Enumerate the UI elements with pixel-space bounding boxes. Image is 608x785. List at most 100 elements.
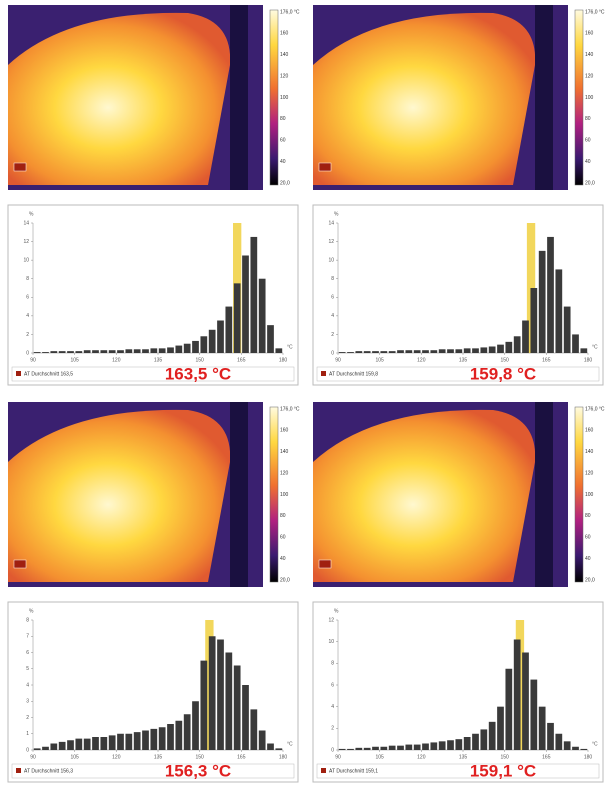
x-tick-label: 105 (70, 357, 79, 363)
histogram-bar (267, 325, 274, 353)
histogram-bar (572, 746, 579, 750)
histogram-bar (208, 329, 216, 353)
histogram-bar (405, 350, 413, 353)
y-tick-label: 3 (26, 699, 29, 705)
x-tick-label: 120 (417, 754, 426, 760)
histogram-bar (480, 729, 488, 750)
x-tick-label: 120 (112, 357, 121, 363)
histogram-bar (200, 336, 208, 353)
histogram-bar (397, 350, 404, 353)
colorbar-label: 176,0 °C (280, 406, 300, 412)
histogram-bar (505, 341, 513, 353)
histogram-bar (580, 348, 588, 353)
histogram-bar (67, 351, 74, 353)
y-tick-label: 10 (328, 257, 334, 263)
colorbar-label: 80 (280, 513, 286, 519)
histogram-bar (192, 340, 199, 353)
histogram-bar (522, 320, 529, 353)
histogram-bar (175, 720, 183, 750)
histogram-bar (100, 737, 108, 750)
y-tick-label: 12 (328, 617, 334, 623)
histogram-bar (547, 236, 554, 353)
histogram-bar (225, 306, 233, 353)
thermal-hot-area (8, 409, 231, 582)
x-tick-label: 150 (195, 754, 204, 760)
histogram-bar (92, 737, 99, 750)
x-tick-label: 150 (195, 357, 204, 363)
histogram-bar (497, 706, 504, 750)
y-tick-label: 5 (26, 666, 29, 672)
histogram-bar (530, 288, 538, 353)
histogram-bar (513, 639, 521, 750)
histogram-panel: % °C 0 1 2 3 4 5 6 7 8 90 105 120 135 150 165 180 AT Durch… (7, 601, 299, 783)
colorbar-label: 20,0 (585, 577, 595, 583)
histogram-bar (50, 351, 58, 353)
x-tick-label: 120 (417, 357, 426, 363)
histogram-bar (275, 348, 283, 353)
histogram-panel: % °C 0 2 4 6 8 10 12 14 90 105 120 135 150 165 180 AT Dur… (7, 204, 299, 386)
legend-swatch (321, 371, 326, 376)
thermal-marker (13, 559, 27, 569)
x-tick-label: 135 (459, 754, 468, 760)
y-tick-label: 6 (26, 650, 29, 656)
histogram-bar (75, 351, 83, 353)
histogram-bar (338, 352, 346, 353)
thermal-marker (318, 559, 332, 569)
legend-swatch (16, 768, 21, 773)
y-tick-label: 10 (23, 257, 29, 263)
x-tick-label: 90 (335, 754, 341, 760)
colorbar-label: 60 (280, 138, 286, 144)
x-tick-label: 165 (542, 357, 551, 363)
histogram-bar (208, 636, 216, 750)
colorbar-label: 176,0 °C (585, 9, 605, 15)
thermal-dark-side (230, 5, 248, 190)
histogram-bar (472, 733, 479, 750)
colorbar-label: 120 (585, 73, 594, 79)
colorbar-label: 60 (585, 535, 591, 541)
histogram-bar (555, 269, 563, 353)
histogram-bar (108, 735, 116, 750)
x-tick-label: 180 (584, 357, 593, 363)
legend-text: AT Durchschnitt 156,3 (24, 768, 73, 774)
y-tick-label: 4 (331, 704, 334, 710)
histogram-bar (430, 742, 438, 750)
histogram-bar (472, 348, 479, 353)
histogram-bar (142, 349, 149, 353)
thermal-image: 176,0 °C 160 140 120 100 80 60 40 20,0 (8, 402, 300, 587)
histogram-bar (75, 738, 83, 750)
histogram-bar (522, 652, 529, 750)
histogram-bar (158, 348, 166, 353)
histogram-bar (217, 320, 224, 353)
y-tick-label: 2 (26, 332, 29, 338)
histogram-bar (125, 349, 133, 353)
thermal-hot-area (313, 409, 536, 582)
histogram-bar (167, 347, 174, 353)
y-tick-label: 8 (331, 276, 334, 282)
x-tick-label: 90 (335, 357, 341, 363)
y-tick-label: 14 (328, 220, 334, 226)
histogram-bar (50, 743, 58, 750)
histogram-bar (438, 349, 446, 353)
y-tick-label: 8 (331, 661, 334, 667)
histogram-bar (42, 352, 49, 353)
y-tick-label: 2 (26, 715, 29, 721)
histogram-bar (33, 748, 41, 750)
histogram-bar (555, 733, 563, 750)
legend-box (316, 763, 600, 779)
thermal-dark-side (535, 402, 553, 587)
histogram-bar (513, 336, 521, 353)
y-axis-label: % (334, 608, 339, 614)
colorbar (269, 9, 279, 186)
histogram-bar (150, 348, 158, 353)
histogram-bar (347, 352, 354, 353)
y-tick-label: 4 (26, 313, 29, 319)
histogram-bar (413, 350, 421, 353)
histogram-bar (488, 346, 496, 353)
y-tick-label: 8 (26, 617, 29, 623)
thermal-marker (318, 162, 332, 172)
histogram-bar (167, 724, 174, 750)
colorbar-label: 20,0 (280, 577, 290, 583)
y-tick-label: 0 (26, 747, 29, 753)
histogram-bar (83, 738, 91, 750)
